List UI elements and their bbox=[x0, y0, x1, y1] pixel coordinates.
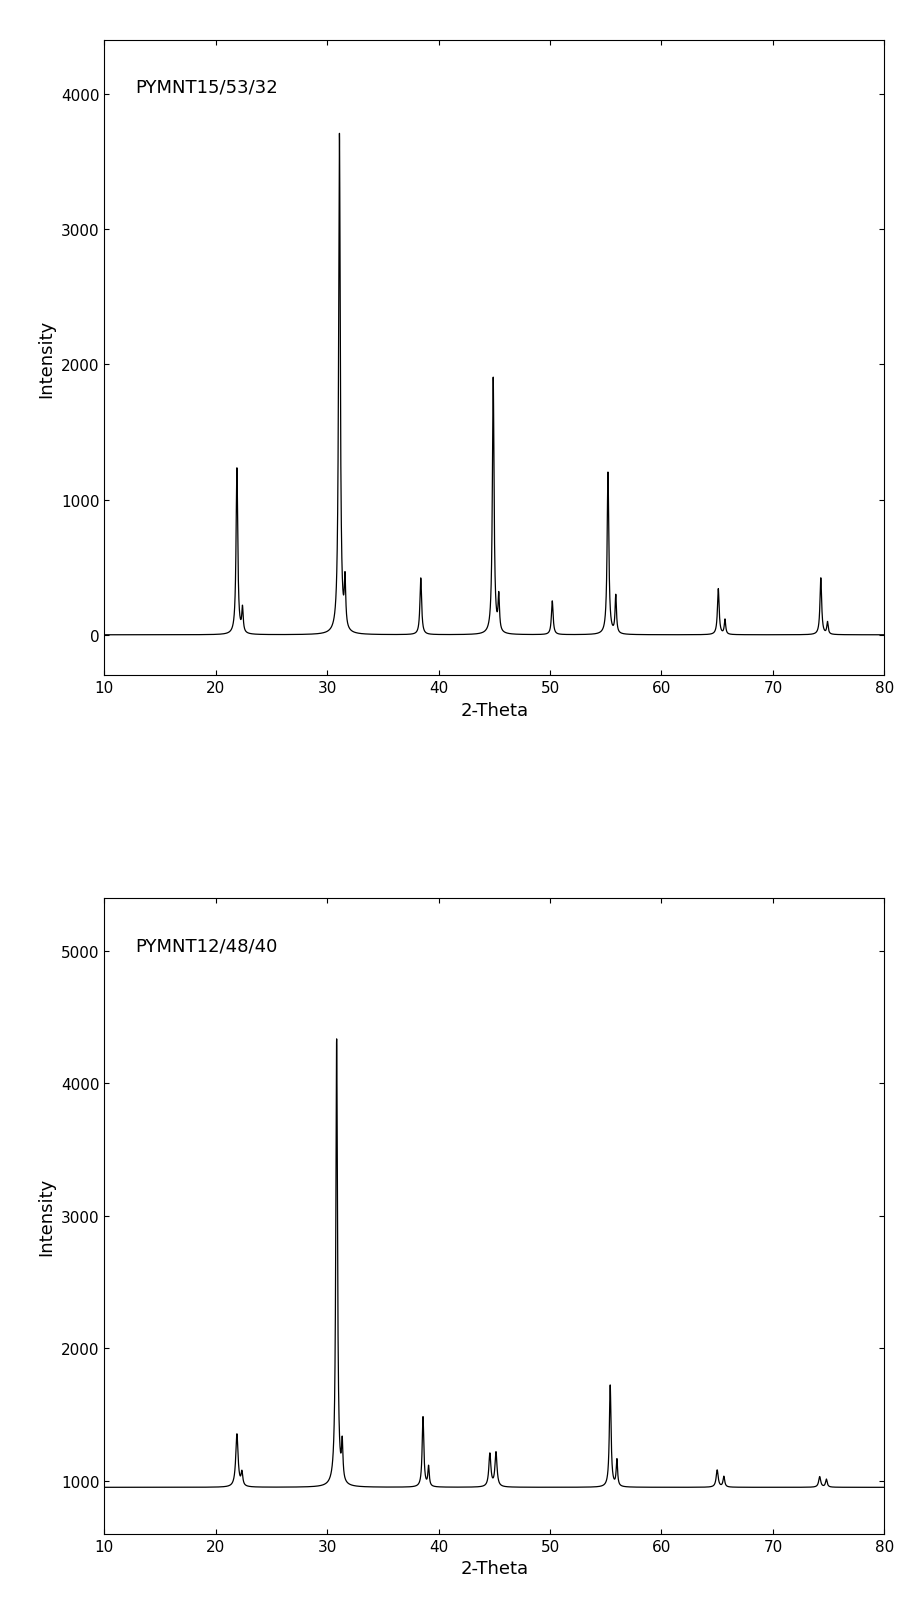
Y-axis label: Intensity: Intensity bbox=[37, 1177, 55, 1255]
Y-axis label: Intensity: Intensity bbox=[37, 320, 55, 398]
X-axis label: 2-Theta: 2-Theta bbox=[460, 701, 529, 719]
Text: PYMNT15/53/32: PYMNT15/53/32 bbox=[135, 78, 278, 97]
X-axis label: 2-Theta: 2-Theta bbox=[460, 1560, 529, 1578]
Text: PYMNT12/48/40: PYMNT12/48/40 bbox=[135, 936, 278, 954]
